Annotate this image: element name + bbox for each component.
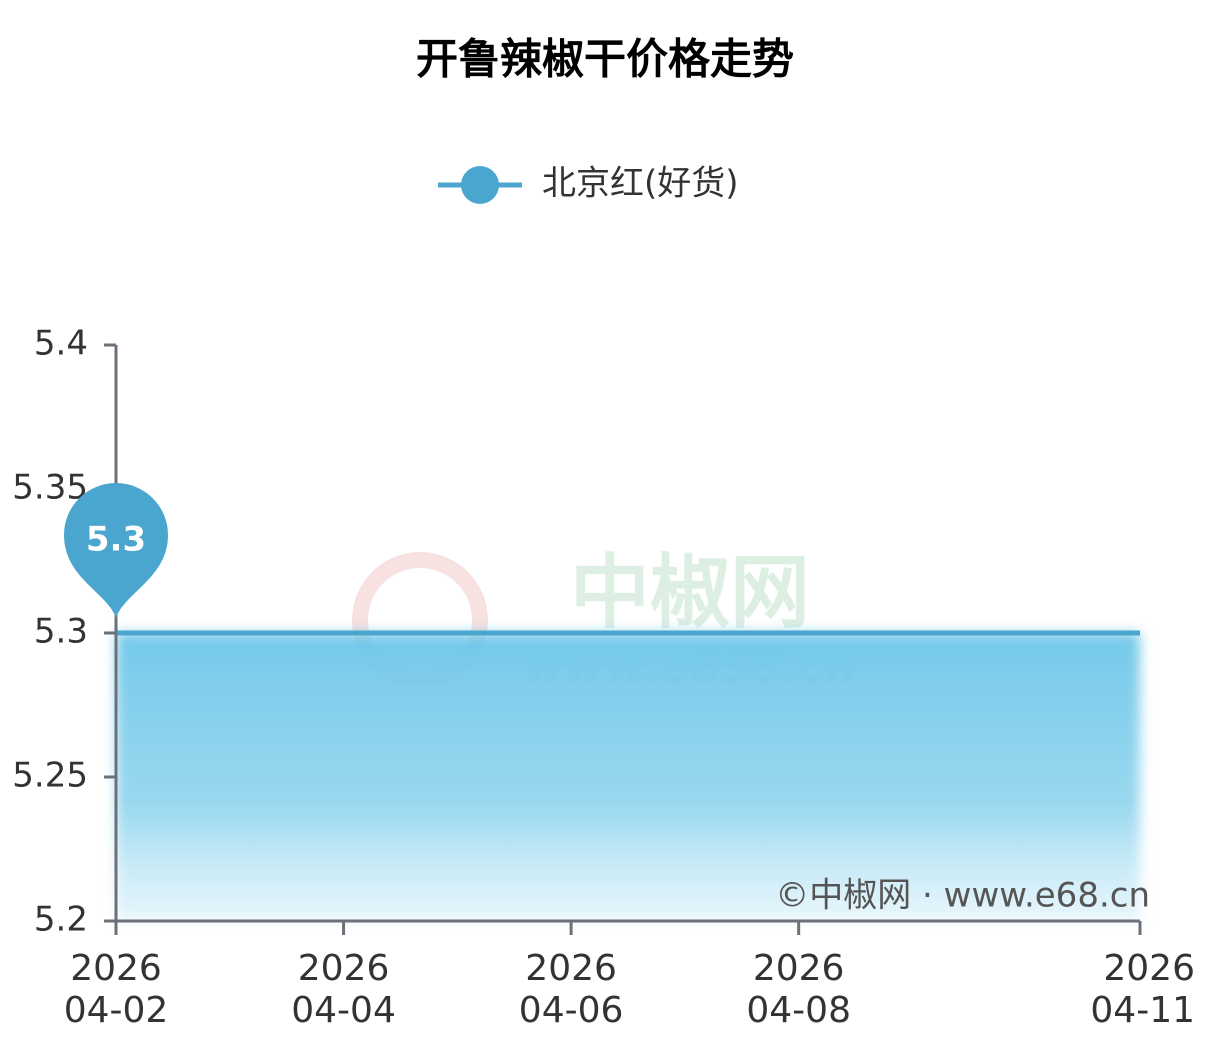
legend-marker [461, 166, 499, 204]
x-tick-label: 04-08 [746, 990, 851, 1031]
x-tick-label: 04-04 [291, 990, 396, 1031]
data-label: 5.3 [86, 520, 146, 560]
x-tick-label: 04-06 [519, 990, 624, 1031]
chart-title: 开鲁辣椒干价格走势 [416, 35, 794, 84]
y-tick-label: 5.25 [12, 756, 88, 796]
plot: 中椒网www.e658.cn [116, 546, 1140, 921]
x-tick-label: 2026 [753, 948, 845, 989]
x-tick-label: 04-02 [64, 990, 169, 1031]
legend-label: 北京红(好货) [542, 164, 739, 204]
y-tick-label: 5.4 [34, 324, 88, 364]
y-tick-label: 5.35 [12, 468, 88, 508]
x-tick-label: 2026 [70, 948, 162, 989]
y-tick-label: 5.2 [34, 900, 88, 940]
legend: 北京红(好货) [438, 164, 739, 204]
y-tick-label: 5.3 [34, 612, 88, 652]
x-tick-label: 2026 [298, 948, 390, 989]
x-tick-label: 04-11 [1090, 990, 1195, 1031]
credit: ©中椒网 · www.e68.cn [775, 876, 1150, 916]
x-tick-label: 2026 [525, 948, 617, 989]
watermark: 中椒网 [570, 546, 810, 639]
pin [64, 483, 168, 618]
area [116, 633, 1140, 921]
x-tick-label: 2026 [1103, 948, 1195, 989]
